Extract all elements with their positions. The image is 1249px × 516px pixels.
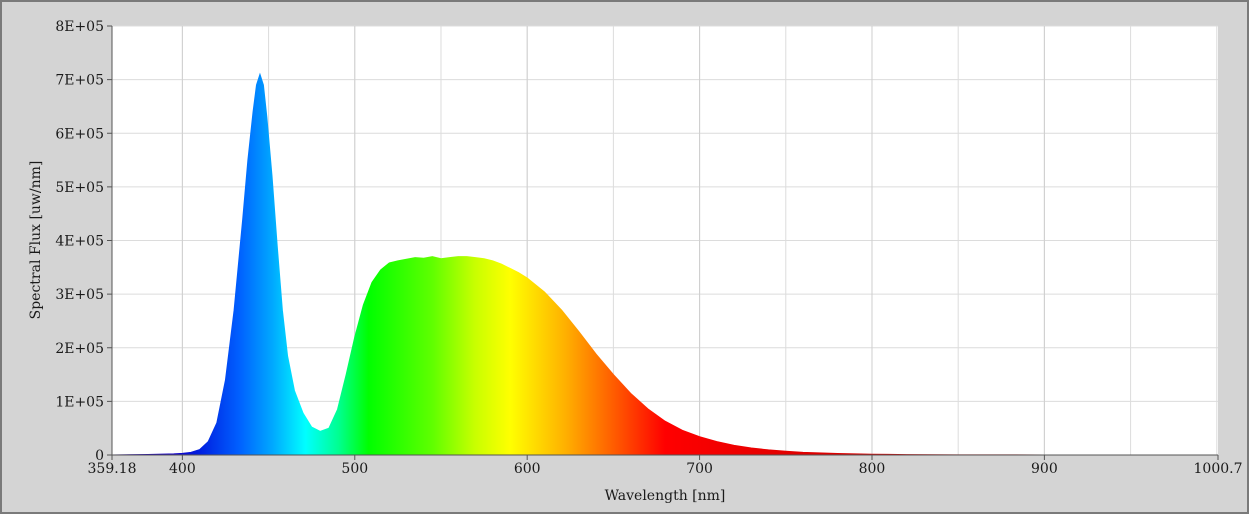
y-tick-label: 7E+05 (55, 73, 104, 89)
x-tick-label: 900 (1031, 461, 1058, 477)
x-tick-label: 500 (341, 461, 368, 477)
x-tick-label: 1000.7 (1194, 461, 1243, 477)
y-tick-label: 8E+05 (55, 19, 104, 35)
y-tick-label: 1E+05 (55, 394, 104, 410)
x-ticks: 359.18 400 500 600 700 800 900 1000.7 (88, 455, 1243, 477)
x-tick-label: 800 (859, 461, 886, 477)
y-tick-label: 0 (95, 448, 104, 464)
x-tick-label: 600 (514, 461, 541, 477)
y-tick-label: 6E+05 (55, 126, 104, 142)
y-ticks: 0 1E+05 2E+05 3E+05 4E+05 5E+05 6E+05 7E+05 8E+0… (55, 19, 112, 464)
spectrum-outline (111, 72, 1219, 456)
x-tick-label: 359.18 (88, 461, 137, 477)
y-tick-label: 4E+05 (55, 234, 104, 250)
y-tick-label: 3E+05 (55, 287, 104, 303)
x-tick-label: 700 (686, 461, 713, 477)
x-axis-title: Wavelength [nm] (605, 488, 726, 504)
x-tick-label: 400 (169, 461, 196, 477)
y-tick-label: 2E+05 (55, 341, 104, 357)
spectrum-area (112, 74, 1218, 455)
y-tick-label: 5E+05 (55, 180, 104, 196)
y-axis-title: Spectral Flux [uw/nm] (28, 161, 44, 320)
